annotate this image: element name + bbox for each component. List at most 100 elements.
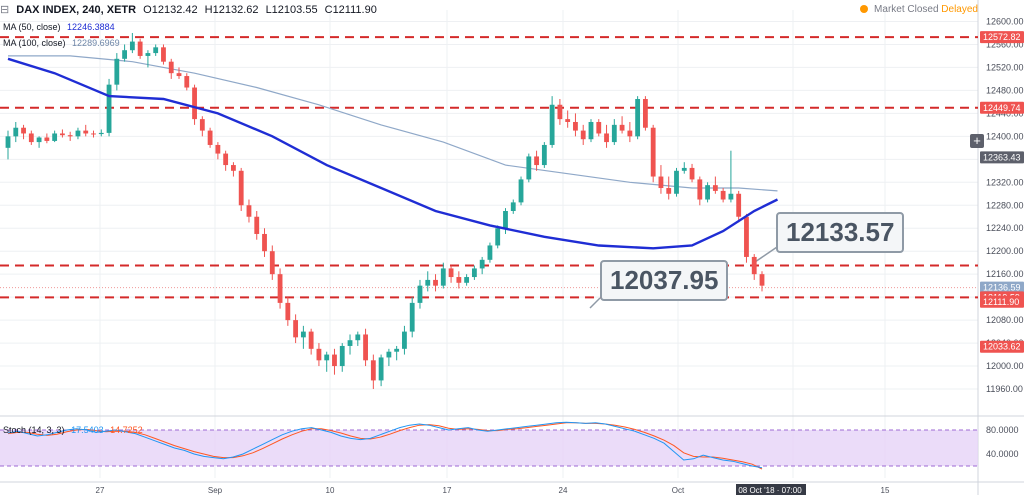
collapse-icon[interactable]: ⊟ — [0, 4, 10, 16]
candle — [526, 153, 532, 183]
candle-body — [83, 130, 89, 134]
candle — [534, 150, 539, 171]
candle-body — [285, 302, 291, 321]
symbol-title[interactable]: DAX INDEX, 240, XETR — [16, 4, 137, 16]
candle — [697, 176, 703, 206]
candle-body — [122, 50, 128, 59]
candle-body — [394, 348, 400, 352]
candle-body — [355, 334, 361, 341]
candle-body — [588, 121, 594, 140]
add-level-plus-icon[interactable]: + — [970, 134, 984, 148]
candle-body — [67, 135, 73, 137]
candle — [308, 328, 314, 355]
ma50-label: MA (50, close) — [3, 22, 61, 32]
price-tick-label: 12480.00 — [986, 85, 1024, 95]
candle — [658, 165, 664, 194]
candle — [464, 274, 470, 286]
candle — [363, 328, 368, 367]
candlesticks — [5, 32, 765, 390]
candle-body — [611, 124, 617, 143]
candle-body — [557, 104, 563, 120]
crosshair-time-label: 08 Oct '18 · 07:00 — [738, 486, 802, 495]
ma100-path — [8, 55, 778, 192]
candle-body — [316, 348, 322, 361]
candle-body — [161, 47, 166, 62]
price-label-box — [980, 340, 1024, 353]
candle-body — [479, 259, 485, 269]
price-tick-label: 11960.00 — [986, 384, 1023, 394]
candle — [199, 116, 205, 137]
candle — [386, 348, 392, 367]
price-label-box — [980, 31, 1024, 44]
candle-body — [635, 99, 641, 137]
candle-body — [36, 137, 42, 143]
candle — [588, 119, 594, 143]
price-label-text: 12033.62 — [983, 342, 1021, 352]
candle-body — [231, 165, 236, 171]
candle-body — [674, 170, 679, 194]
candle-body — [705, 185, 710, 200]
candle — [573, 113, 578, 137]
candle-body — [153, 47, 159, 54]
ma100-label: MA (100, close) — [3, 38, 66, 48]
candle — [674, 167, 679, 197]
candle-body — [580, 130, 586, 140]
candle — [619, 116, 625, 134]
candle — [736, 190, 742, 223]
candle-body — [168, 61, 174, 74]
candle-body — [464, 277, 470, 283]
candle-body — [510, 202, 516, 211]
candle — [689, 163, 695, 183]
candle — [448, 265, 454, 283]
stoch-label: Stoch (14, 3, 3) — [3, 425, 65, 435]
stoch-d-line — [7, 422, 763, 470]
market-status: Market Closed Delayed — [860, 4, 978, 15]
candle-body — [448, 268, 454, 278]
candle-body — [565, 119, 571, 122]
candle — [207, 127, 213, 148]
candle — [650, 124, 656, 183]
candle — [541, 142, 547, 168]
price-tick-label: 12320.00 — [986, 177, 1024, 187]
candle — [231, 162, 236, 177]
candle — [83, 124, 89, 137]
candle — [409, 297, 415, 338]
candle-body — [487, 245, 493, 260]
candle-body — [98, 132, 104, 135]
candle — [122, 44, 128, 62]
candle-body — [13, 127, 19, 137]
price-tick-label: 12080.00 — [986, 315, 1024, 325]
candle-body — [471, 268, 477, 278]
status-dot-icon — [860, 5, 869, 13]
candle — [293, 314, 299, 344]
callout-lower: 12037.95 — [600, 260, 729, 301]
candle-body — [308, 331, 314, 349]
stoch-legend[interactable]: Stoch (14, 3, 3) 17.5403 14.7252 — [3, 425, 143, 435]
candle — [192, 84, 197, 125]
candle-body — [363, 334, 368, 361]
candle — [510, 199, 516, 214]
candle-body — [176, 73, 182, 77]
stoch-tick-label: 80.0000 — [986, 425, 1019, 435]
candle — [495, 225, 501, 249]
candle-body — [596, 121, 602, 134]
ma50-legend[interactable]: MA (50, close) 12246.3884 — [3, 22, 115, 32]
candle — [425, 271, 431, 292]
candle — [262, 228, 267, 257]
candle — [28, 130, 34, 145]
callout-upper-pointer — [754, 244, 781, 263]
candle-body — [697, 179, 703, 200]
stoch-band — [0, 430, 978, 466]
candle-body — [518, 179, 524, 203]
candle — [277, 268, 283, 309]
candle-body — [215, 144, 221, 154]
ma100-legend[interactable]: MA (100, close) 12289.6969 — [3, 38, 120, 48]
candle — [269, 245, 275, 280]
price-label-text: 12363.43 — [983, 152, 1021, 162]
candle — [402, 325, 407, 355]
price-tick-label: 12400.00 — [986, 131, 1024, 141]
price-label-text: 12136.59 — [983, 283, 1021, 293]
candle — [751, 254, 757, 280]
candle — [744, 213, 749, 263]
